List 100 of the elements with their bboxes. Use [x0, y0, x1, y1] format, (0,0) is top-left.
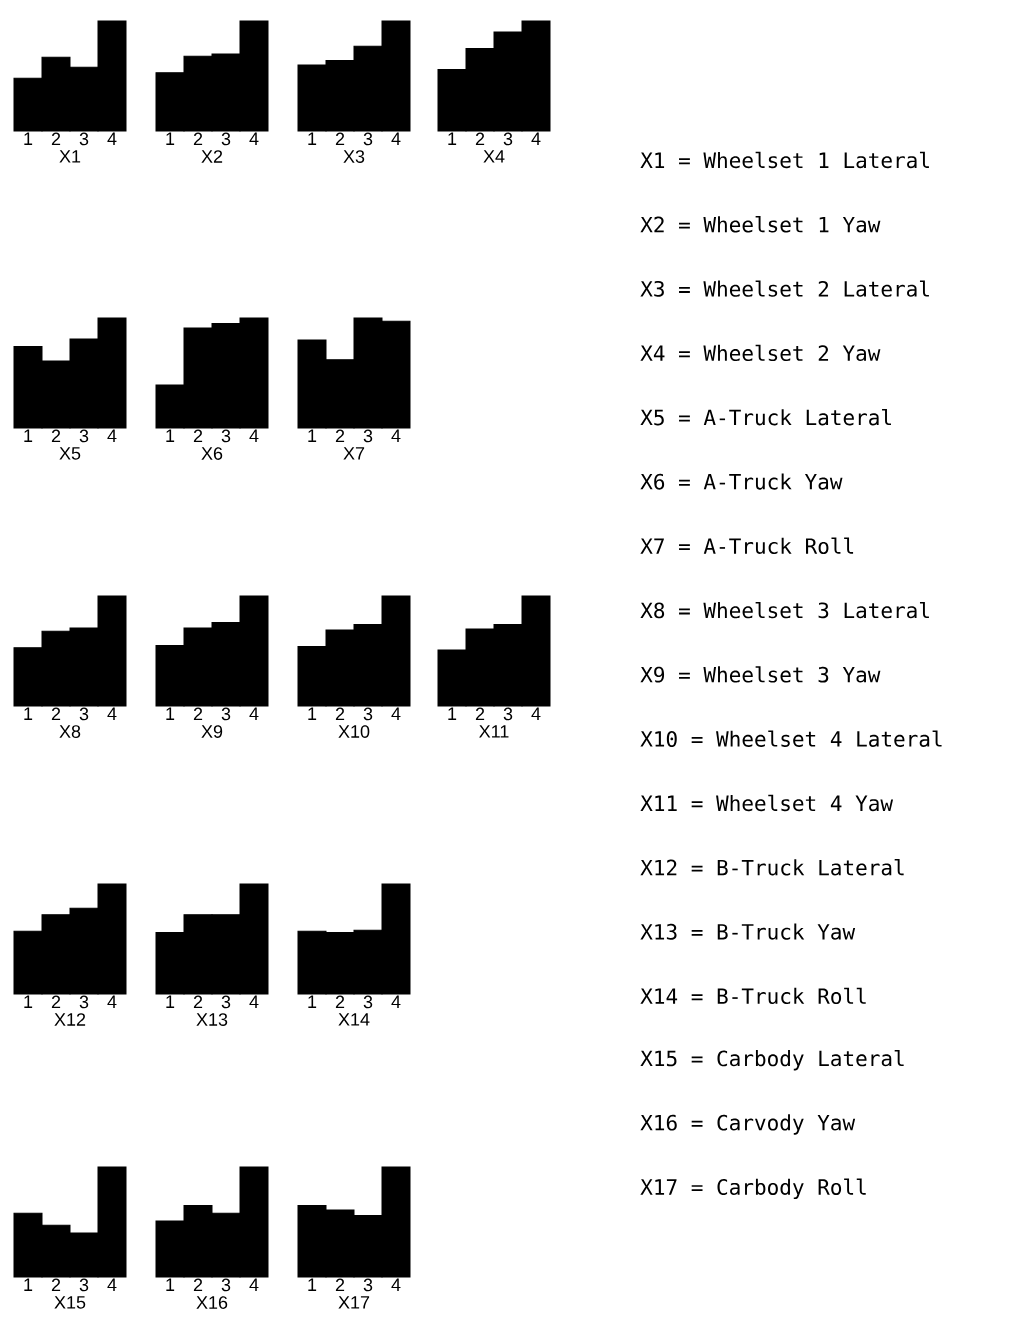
x-tick-label: 1	[166, 995, 175, 1008]
x-tick-label: 4	[391, 429, 401, 442]
x-tick-label: 3	[363, 132, 373, 146]
text: X14 = B-Truck Roll	[640, 987, 866, 1005]
x-axis-title: X17	[338, 1296, 370, 1309]
x-tick-label: 4	[391, 132, 401, 145]
x-tick-label: 4	[391, 1278, 401, 1291]
x-tick-label: 4	[531, 132, 541, 145]
x-axis-title: X5	[59, 447, 81, 460]
x-tick-label: 2	[335, 1278, 345, 1292]
text: X17 = Carbody Roll	[640, 1178, 866, 1200]
x-tick-label: 3	[503, 132, 513, 146]
x-tick-label: 3	[79, 429, 89, 443]
x-tick-label: 4	[391, 707, 401, 720]
x-tick-label: 1	[24, 1278, 33, 1291]
x-tick-label: 2	[193, 707, 203, 721]
x-tick-label: 1	[166, 1278, 175, 1291]
text: X9 = Wheelset 3 Yaw	[640, 666, 881, 683]
x-tick-label: 2	[335, 132, 345, 146]
x-tick-label: 3	[363, 429, 373, 443]
x-tick-label: 3	[221, 429, 231, 443]
x-tick-label: 2	[335, 707, 345, 721]
x-tick-label: 4	[107, 707, 117, 720]
x-axis-title: X12	[54, 1013, 86, 1026]
x-tick-label: 1	[166, 132, 175, 145]
x-axis-title: X11	[479, 725, 509, 738]
x-tick-label: 1	[308, 1278, 317, 1291]
x-tick-label: 3	[221, 132, 231, 146]
x-axis-title: X10	[338, 725, 370, 738]
x-tick-label: 3	[221, 707, 231, 721]
x-tick-label: 3	[363, 995, 373, 1009]
x-tick-label: 4	[107, 995, 117, 1008]
x-tick-label: 4	[107, 429, 117, 442]
x-tick-label: 3	[503, 707, 513, 721]
x-tick-label: 2	[335, 429, 345, 443]
text: X1 = Wheelset 1 Lateral	[640, 151, 929, 169]
x-tick-label: 4	[249, 429, 259, 442]
x-tick-label: 2	[475, 707, 485, 721]
text: X2 = Wheelset 1 Yaw	[640, 216, 881, 233]
x-axis-title: X8	[59, 725, 81, 738]
text: X8 = Wheelset 3 Lateral	[640, 601, 929, 619]
x-tick-label: 2	[193, 429, 203, 443]
x-tick-label: 2	[475, 132, 485, 146]
x-tick-label: 4	[249, 1278, 259, 1291]
x-axis-title: X7	[343, 447, 365, 460]
text: X4 = Wheelset 2 Yaw	[640, 344, 881, 362]
x-tick-label: 1	[24, 429, 33, 442]
x-tick-label: 4	[107, 132, 117, 145]
text: X13 = B-Truck Yaw	[640, 923, 856, 940]
x-axis-title: X16	[196, 1296, 228, 1309]
x-axis-title: X1	[59, 150, 81, 163]
x-tick-label: 4	[249, 995, 259, 1008]
x-axis-title: X3	[343, 150, 365, 163]
x-axis-title: X6	[201, 447, 223, 460]
x-tick-label: 2	[51, 707, 61, 721]
x-tick-label: 2	[193, 132, 203, 146]
x-tick-label: 2	[51, 995, 61, 1009]
x-tick-label: 3	[221, 1278, 231, 1292]
x-tick-label: 1	[308, 995, 317, 1008]
x-tick-label: 3	[363, 1278, 373, 1292]
x-tick-label: 4	[249, 707, 259, 720]
x-tick-label: 1	[308, 429, 317, 442]
text: X11 = Wheelset 4 Yaw	[640, 794, 894, 812]
text: X6 = A-Truck Yaw	[640, 473, 843, 490]
text: X3 = Wheelset 2 Lateral	[640, 280, 929, 297]
x-tick-label: 1	[166, 429, 175, 442]
x-tick-label: 1	[308, 707, 317, 720]
x-axis-title: X13	[196, 1013, 228, 1026]
x-tick-label: 1	[24, 707, 33, 720]
x-tick-label: 3	[221, 995, 231, 1009]
x-tick-label: 3	[363, 707, 373, 721]
text: X12 = B-Truck Lateral	[640, 859, 904, 876]
text: X15 = Carbody Lateral	[640, 1049, 904, 1071]
x-axis-title: X4	[483, 150, 505, 163]
x-tick-label: 2	[193, 995, 203, 1009]
x-axis-title: X9	[201, 725, 223, 738]
x-tick-label: 1	[308, 132, 317, 145]
text: X16 = Carvody Yaw	[640, 1114, 856, 1135]
x-tick-label: 1	[166, 707, 175, 720]
x-tick-label: 3	[79, 1278, 89, 1292]
x-tick-label: 2	[335, 995, 345, 1009]
x-tick-label: 3	[79, 707, 89, 721]
x-tick-label: 1	[448, 707, 457, 720]
x-tick-label: 3	[79, 995, 89, 1009]
text: X7 = A-Truck Roll	[640, 537, 854, 554]
x-tick-label: 4	[107, 1278, 117, 1291]
text: X5 = A-Truck Lateral	[640, 409, 891, 426]
x-tick-label: 2	[51, 429, 61, 443]
x-tick-label: 1	[448, 132, 457, 145]
x-axis-title: X15	[54, 1296, 86, 1309]
text: X10 = Wheelset 4 Lateral	[640, 730, 942, 747]
x-tick-label: 1	[24, 132, 33, 145]
x-tick-label: 2	[193, 1278, 203, 1292]
x-tick-label: 2	[51, 132, 61, 146]
x-tick-label: 1	[24, 995, 33, 1008]
x-tick-label: 3	[79, 132, 89, 146]
x-axis-title: X14	[338, 1013, 370, 1026]
x-tick-label: 4	[531, 707, 541, 720]
x-tick-label: 4	[391, 995, 401, 1008]
x-tick-label: 4	[249, 132, 259, 145]
